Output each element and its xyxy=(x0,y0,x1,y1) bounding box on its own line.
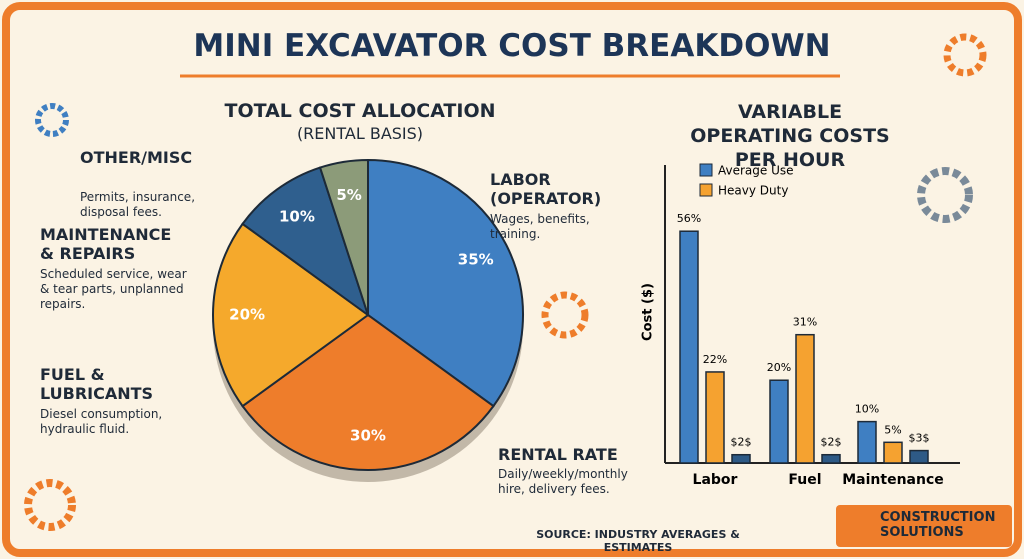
callout-text: Diesel consumption, hydraulic fluid. xyxy=(40,407,163,436)
bar xyxy=(769,379,789,464)
pie-subtitle: (RENTAL BASIS) xyxy=(296,124,424,143)
gear xyxy=(35,103,69,137)
legend-swatch xyxy=(699,163,713,177)
callout-text: Scheduled service, wear & tear parts, un… xyxy=(40,267,187,311)
legend-label: Heavy Duty xyxy=(718,184,788,198)
bar xyxy=(705,371,725,464)
legend-swatch xyxy=(699,183,713,197)
gear xyxy=(943,33,987,77)
bar-label: $3$ xyxy=(909,432,930,445)
callout-text: Permits, insurance, disposal fees. xyxy=(80,190,196,219)
pie-slice xyxy=(367,158,524,408)
bar xyxy=(821,453,841,464)
pie-label: 30% xyxy=(350,426,386,444)
logo-box xyxy=(836,505,1012,547)
bar xyxy=(731,453,751,464)
bar xyxy=(909,449,929,464)
page-title: MINI EXCAVATOR COST BREAKDOWN xyxy=(193,28,831,64)
bar xyxy=(857,420,877,464)
pie-slice xyxy=(212,222,370,408)
gear xyxy=(917,167,973,223)
y-axis-label: Cost ($) xyxy=(641,283,656,341)
bar-label: 56% xyxy=(677,212,701,225)
pie-slice xyxy=(318,158,369,316)
logo-text: CONSTRUCTION SOLUTIONS xyxy=(880,510,996,540)
pie-label: 35% xyxy=(458,251,494,269)
callout-text: Wages, benefits, training. xyxy=(490,212,590,241)
bar-label: 10% xyxy=(855,403,879,416)
callout-title: FUEL & LUBRICANTS xyxy=(40,365,154,403)
source: SOURCE: INDUSTRY AVERAGES & ESTIMATES xyxy=(536,528,740,554)
callout-title: RENTAL RATE xyxy=(498,445,618,464)
bar-label: 22% xyxy=(703,353,727,366)
x-tick-label: Fuel xyxy=(788,472,821,488)
pie-label: 5% xyxy=(336,186,361,204)
bar xyxy=(679,230,699,464)
pie-title: TOTAL COST ALLOCATION xyxy=(224,100,496,122)
gear xyxy=(541,291,589,339)
legend-label: Average Use xyxy=(718,164,794,178)
callout-title: OTHER/MISC xyxy=(80,148,193,167)
bar-label: $2$ xyxy=(731,436,752,449)
pie-slice xyxy=(241,313,495,471)
bar-label: 20% xyxy=(767,361,791,374)
bar-label: 31% xyxy=(793,316,817,329)
pie-label: 10% xyxy=(279,208,315,226)
bar xyxy=(795,333,815,464)
callout-text: Daily/weekly/monthly hire, delivery fees… xyxy=(498,467,628,496)
bar-title: VARIABLE OPERATING COSTS PER HOUR xyxy=(690,101,890,171)
bar-label: $2$ xyxy=(821,436,842,449)
pie-label: 20% xyxy=(229,306,265,324)
callout-title: MAINTENANCE & REPAIRS xyxy=(40,225,172,263)
x-tick-label: Maintenance xyxy=(842,472,944,488)
pie-slice xyxy=(241,166,370,318)
x-tick-label: Labor xyxy=(693,472,738,488)
callout-title: LABOR (OPERATOR) xyxy=(490,170,602,208)
gear xyxy=(24,479,76,531)
bar xyxy=(883,441,903,464)
bar-label: 5% xyxy=(884,423,901,436)
